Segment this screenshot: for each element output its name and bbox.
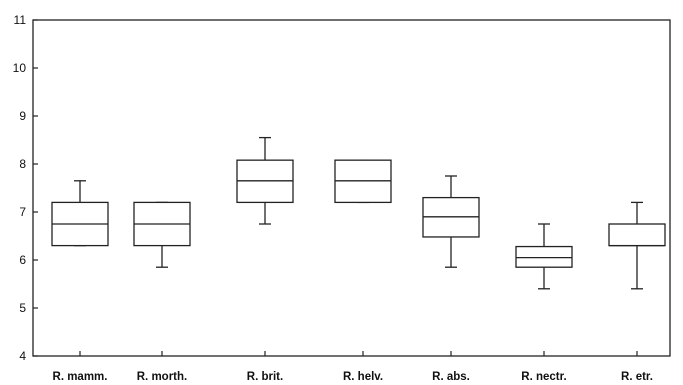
y-tick-label: 4 [19,349,26,363]
x-axis: R. mamm. R. morth. R. brit. R. helv. R. abs.… [53,351,653,383]
x-category-label: R. nectr. [521,371,566,383]
y-tick-label: 5 [19,301,26,315]
y-axis: 4 5 6 7 8 9 10 11 [13,13,38,363]
y-tick-label: 7 [19,205,26,219]
y-tick-label: 6 [19,253,26,267]
y-tick-label: 10 [13,61,27,75]
plot-frame [32,19,671,357]
x-category-label: R. morth. [137,371,187,383]
box-group [422,175,480,268]
x-category-label: R. mamm. [53,371,108,383]
x-category-label: R. brit. [247,371,283,383]
box-group [515,223,573,290]
y-tick-label: 11 [14,13,27,27]
box-group [334,159,392,204]
x-category-label: R. helv. [343,371,383,383]
x-category-label: R. abs. [432,371,470,383]
y-tick-label: 8 [19,157,26,171]
box-group [51,180,109,247]
box-iqr [515,245,573,268]
box-iqr [608,223,666,247]
y-tick-label: 9 [19,109,26,123]
boxes-group [51,136,666,290]
x-category-label: R. etr. [621,371,653,383]
box-group [608,201,666,290]
box-group [133,201,191,268]
box-group [236,136,294,225]
